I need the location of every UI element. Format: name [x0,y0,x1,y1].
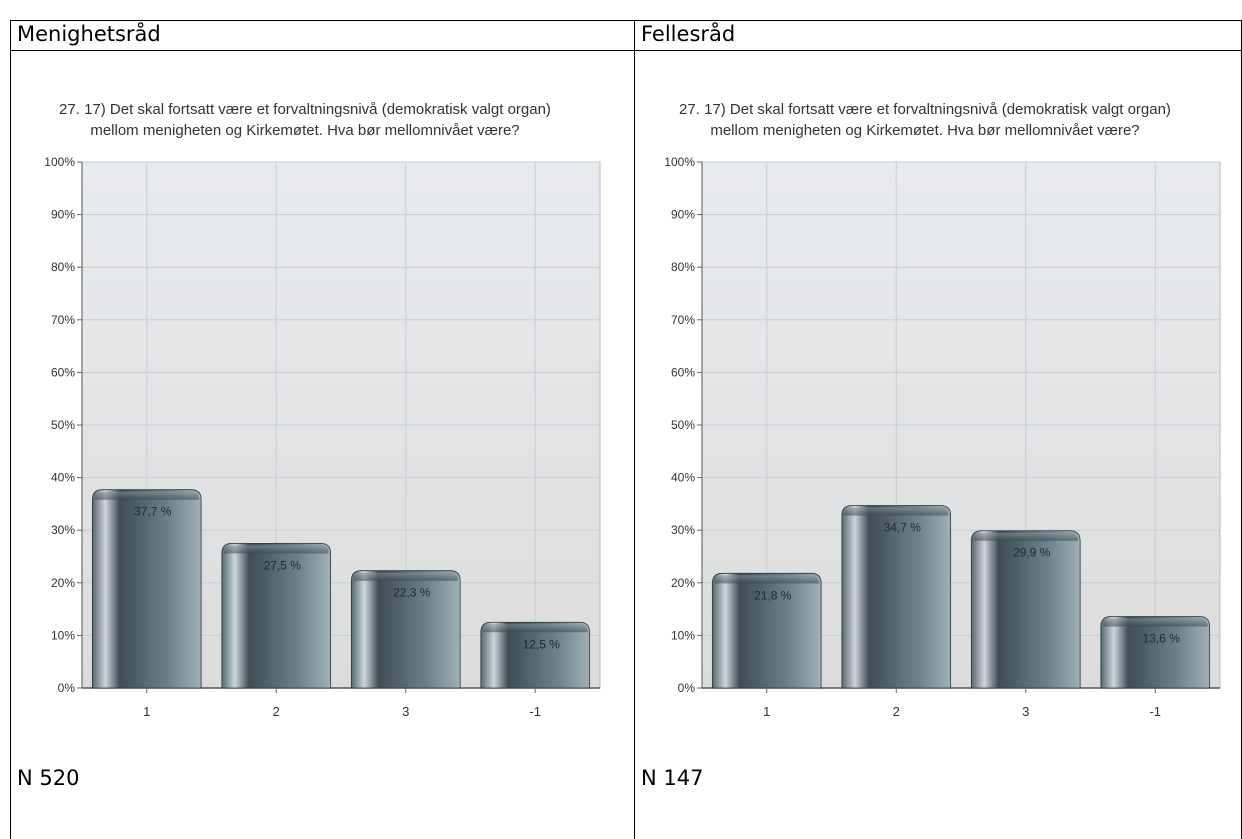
bar-cap [843,507,949,516]
bar-2: 34,7 % [841,505,952,689]
table-border-left [10,20,11,839]
y-tick-label: 70% [671,313,695,327]
y-tick-label: 70% [51,313,75,327]
x-tick-label: 1 [143,704,150,719]
panel-header-left: Menighetsråd [17,22,161,46]
bar-cap [714,575,820,584]
bar-body [350,570,461,689]
y-tick-label: 0% [678,681,696,695]
bar-cap [353,572,459,581]
bar-cap [482,624,588,633]
x-tick-label: 1 [763,704,770,719]
bar-body [91,489,202,689]
y-tick-label: 100% [44,155,75,169]
table-border-top [10,20,1242,21]
table-border-header-bottom [10,50,1242,51]
bar-body [480,621,591,689]
x-tick-label: -1 [529,704,541,719]
data-label: 27,5 % [264,558,302,572]
chart-title: 27. 17) Det skal fortsatt være et forval… [59,101,551,139]
y-tick-label: 40% [671,471,695,485]
bar-body [1100,616,1211,689]
bar-body [970,530,1081,689]
y-tick-label: 50% [51,418,75,432]
bar-body [221,542,332,689]
bar-cap [94,491,200,500]
sample-size-left: N 520 [17,766,80,790]
data-label: 12,5 % [523,637,561,651]
table-border-middle [634,20,635,839]
x-tick-label: 3 [402,704,409,719]
x-tick-label: -1 [1149,704,1161,719]
bar-chart-menighetsrad: 27. 17) Det skal fortsatt være et forval… [44,101,601,719]
sample-size-right: N 147 [641,766,704,790]
x-tick-label: 2 [273,704,280,719]
x-tick-label: 3 [1022,704,1029,719]
y-tick-label: 80% [51,260,75,274]
bar--1: 13,6 % [1100,616,1211,689]
bar-2: 27,5 % [221,542,332,689]
data-label: 34,7 % [884,520,922,534]
y-tick-label: 0% [58,681,76,695]
y-tick-label: 100% [664,155,695,169]
panel-header-right: Fellesråd [641,22,736,46]
data-label: 37,7 % [134,505,172,519]
bar-1: 21,8 % [711,572,822,689]
bar-body [711,572,822,689]
y-tick-label: 50% [671,418,695,432]
bar-3: 29,9 % [970,530,1081,689]
chart-title: 27. 17) Det skal fortsatt være et forval… [679,101,1171,139]
y-tick-label: 20% [51,576,75,590]
y-tick-label: 20% [671,576,695,590]
y-tick-label: 80% [671,260,695,274]
y-tick-label: 30% [51,523,75,537]
data-label: 29,9 % [1013,546,1051,560]
bar-chart-fellesrad: 27. 17) Det skal fortsatt være et forval… [664,101,1221,719]
data-label: 13,6 % [1143,631,1181,645]
y-tick-label: 40% [51,471,75,485]
bar-cap [223,545,329,554]
y-tick-label: 60% [51,365,75,379]
bar-body [841,505,952,689]
y-tick-label: 30% [671,523,695,537]
bar--1: 12,5 % [480,621,591,689]
y-tick-label: 10% [671,628,695,642]
x-tick-label: 2 [893,704,900,719]
y-tick-label: 10% [51,628,75,642]
bar-cap [1102,618,1208,627]
bar-1: 37,7 % [91,489,202,689]
bar-3: 22,3 % [350,570,461,689]
data-label: 21,8 % [754,588,792,602]
y-tick-label: 90% [671,208,695,222]
y-tick-label: 90% [51,208,75,222]
data-label: 22,3 % [393,586,431,600]
bar-cap [973,532,1079,541]
y-tick-label: 60% [671,365,695,379]
